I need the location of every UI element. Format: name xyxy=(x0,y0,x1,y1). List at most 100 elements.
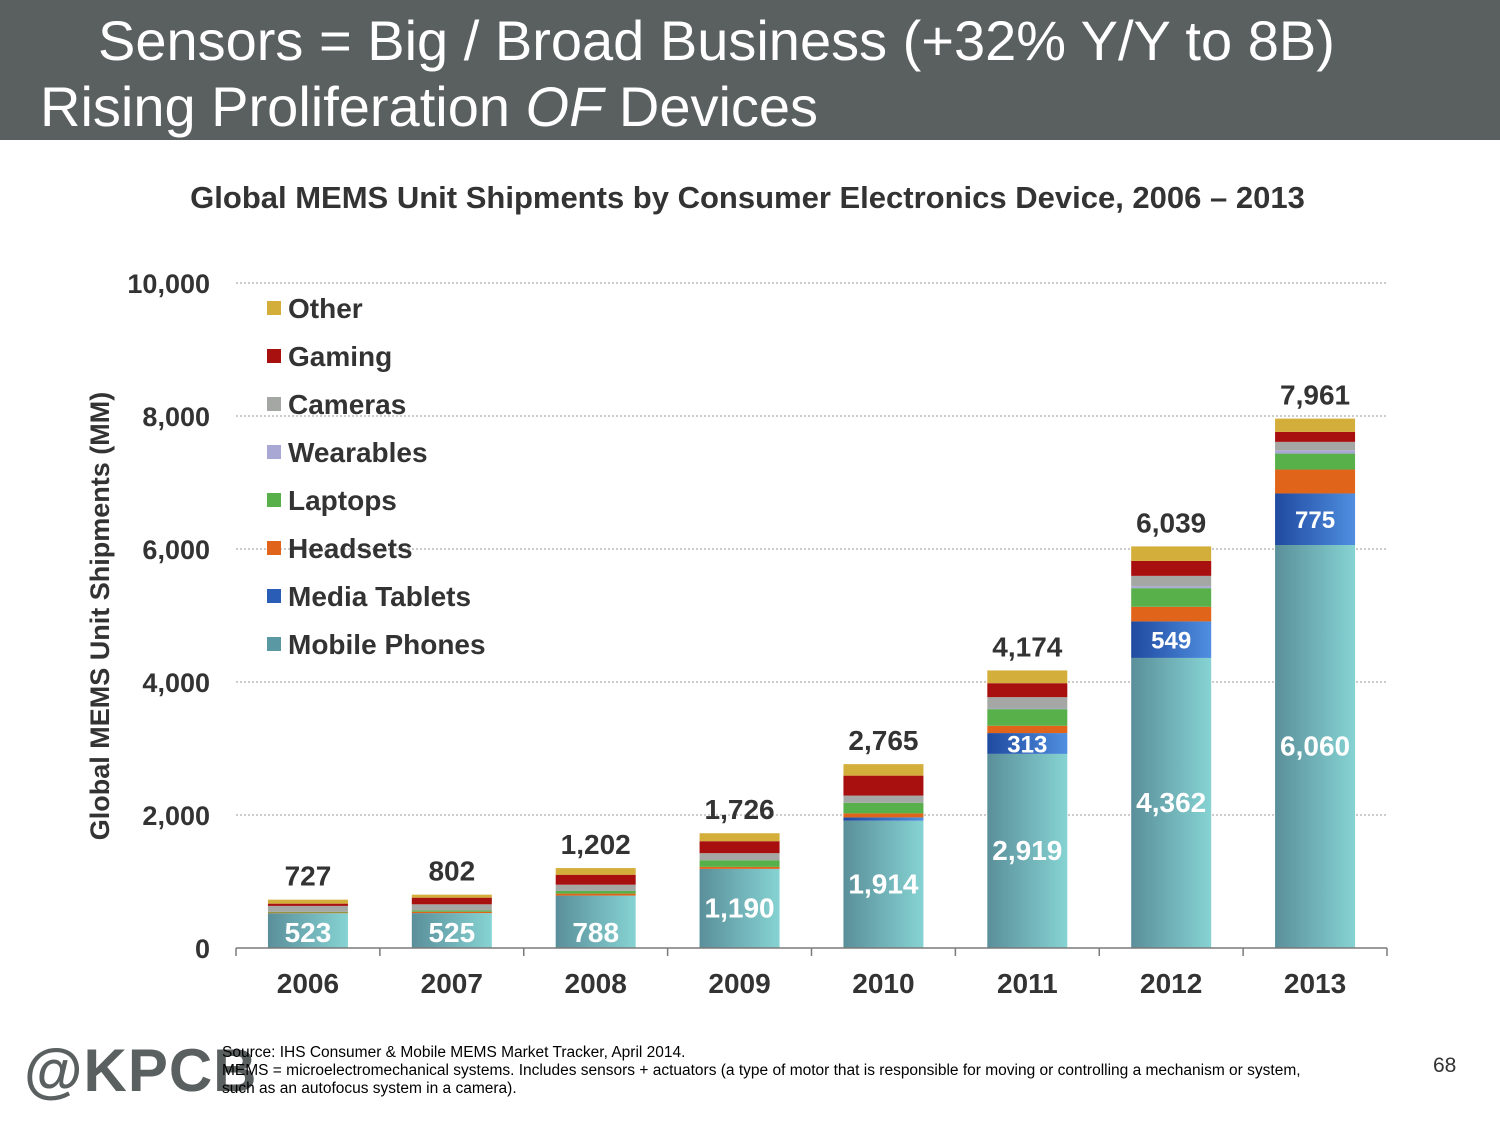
bar-2010-cameras xyxy=(843,795,924,803)
bar-2013-cameras xyxy=(1275,441,1356,451)
x-tick-label-2007: 2007 xyxy=(421,968,483,999)
bar-2013-laptops xyxy=(1275,453,1356,470)
legend-label-mobile-phones: Mobile Phones xyxy=(288,629,486,660)
y-tick-label: 10,000 xyxy=(127,269,210,299)
x-tick-label-2013: 2013 xyxy=(1284,968,1346,999)
segment-label-2013-media-tablets: 775 xyxy=(1295,507,1335,534)
slide-header: Sensors = Big / Broad Business (+32% Y/Y… xyxy=(0,0,1500,140)
segment-label-2010-mobile-phones: 1,914 xyxy=(848,868,918,899)
x-tick-label-2008: 2008 xyxy=(565,968,627,999)
total-label-2010: 2,765 xyxy=(848,725,918,756)
bar-2010-media-tablets xyxy=(843,817,924,821)
bar-2009-cameras xyxy=(699,853,780,861)
legend-swatch-media-tablets xyxy=(267,589,281,603)
x-tick-label-2012: 2012 xyxy=(1140,968,1202,999)
legend-label-headsets: Headsets xyxy=(288,533,413,564)
bar-2012-headsets xyxy=(1131,606,1212,622)
bar-2008-gaming xyxy=(555,874,636,885)
bar-2008-laptops xyxy=(555,890,636,894)
bar-2012-wearables xyxy=(1131,586,1212,589)
source-note: Source: IHS Consumer & Mobile MEMS Marke… xyxy=(222,1044,686,1061)
bar-2012-laptops xyxy=(1131,588,1212,607)
segment-label-2013-mobile-phones: 6,060 xyxy=(1280,731,1350,762)
bar-2007-laptops xyxy=(411,910,492,912)
legend: Other Gaming Cameras Wearables Laptops Headse… xyxy=(267,293,486,660)
slide-title-line1: Sensors = Big / Broad Business (+32% Y/Y… xyxy=(98,9,1335,72)
y-axis-label: Global MEMS Unit Shipments (MM) xyxy=(85,392,115,840)
bar-2011-wearables xyxy=(987,708,1068,710)
legend-swatch-headsets xyxy=(267,541,281,555)
bar-2006-cameras xyxy=(267,905,348,912)
bar-2012-mobile-phones xyxy=(1131,657,1212,948)
bar-2012-other xyxy=(1131,546,1212,561)
bar-2013-wearables xyxy=(1275,450,1356,454)
bar-2006-mobile-phones xyxy=(267,913,348,948)
bar-2010-mobile-phones xyxy=(843,820,924,948)
legend-swatch-other xyxy=(267,301,281,315)
segment-label-2011-media-tablets: 313 xyxy=(1007,731,1047,758)
legend-swatch-wearables xyxy=(267,445,281,459)
bar-2009-gaming xyxy=(699,841,780,854)
total-label-2012: 6,039 xyxy=(1136,507,1206,538)
mems-note-line2: such as an autofocus system in a camera)… xyxy=(222,1080,517,1097)
bar-2011-laptops xyxy=(987,709,1068,726)
legend-label-gaming: Gaming xyxy=(288,341,392,372)
total-label-2007: 802 xyxy=(428,856,475,887)
axes: 0 2,000 4,000 6,000 8,000 10,000 Global MEMS U… xyxy=(85,269,1388,999)
bar-2012-cameras xyxy=(1131,575,1212,587)
x-tick-label-2010: 2010 xyxy=(852,968,914,999)
segment-label-2009-mobile-phones: 1,190 xyxy=(705,892,775,923)
stacked-bar-chart: 523 727 525 802 788 1,202 1,190 1,726 1,914 2,765… xyxy=(85,269,1388,999)
legend-label-laptops: Laptops xyxy=(288,485,397,516)
bar-2007-cameras xyxy=(411,904,492,911)
bar-2011-cameras xyxy=(987,697,1068,709)
bar-2011-other xyxy=(987,670,1068,684)
segment-label-2007-mobile-phones: 525 xyxy=(428,917,475,948)
legend-label-cameras: Cameras xyxy=(288,389,406,420)
legend-swatch-cameras xyxy=(267,397,281,411)
page-number: 68 xyxy=(1433,1054,1457,1077)
total-label-2008: 1,202 xyxy=(561,829,631,860)
mems-note-line1: MEMS = microelectromechanical systems. I… xyxy=(222,1062,1301,1079)
title-line2-after: Devices xyxy=(603,75,819,138)
total-label-2006: 727 xyxy=(285,861,332,892)
legend-swatch-gaming xyxy=(267,349,281,363)
bar-2008-headsets xyxy=(555,893,636,896)
title-line2-before: Rising Proliferation xyxy=(40,75,526,138)
bar-2011-headsets xyxy=(987,725,1068,734)
segment-label-2012-mobile-phones: 4,362 xyxy=(1136,787,1206,818)
bar-2006-laptops xyxy=(267,911,348,913)
bar-2012-media-tablets xyxy=(1131,621,1212,658)
bar-2007-gaming xyxy=(411,897,492,905)
x-tick-label-2006: 2006 xyxy=(277,968,339,999)
y-tick-label: 2,000 xyxy=(142,801,210,831)
bar-2006-other xyxy=(267,899,348,904)
footer-notes: Source: IHS Consumer & Mobile MEMS Marke… xyxy=(222,1044,1301,1098)
bar-2008-cameras xyxy=(555,884,636,891)
total-label-2009: 1,726 xyxy=(705,794,775,825)
x-tick-label-2011: 2011 xyxy=(997,968,1058,999)
total-label-2013: 7,961 xyxy=(1280,380,1350,411)
segment-label-2012-media-tablets: 549 xyxy=(1151,628,1191,655)
kpcb-logo: @KPCB xyxy=(24,1037,258,1104)
legend-label-wearables: Wearables xyxy=(288,437,428,468)
bar-2011-media-tablets xyxy=(987,733,1068,754)
bar-2013-other xyxy=(1275,418,1356,432)
legend-swatch-laptops xyxy=(267,493,281,507)
bar-2013-headsets xyxy=(1275,469,1356,494)
legend-swatch-mobile-phones xyxy=(267,637,281,651)
bar-2012-gaming xyxy=(1131,560,1212,576)
total-label-2011: 4,174 xyxy=(992,631,1062,662)
bars xyxy=(267,418,1356,948)
slide-title-line2: Rising Proliferation OF Devices xyxy=(40,74,818,140)
y-tick-label: 8,000 xyxy=(142,402,210,432)
bar-2010-laptops xyxy=(843,802,924,814)
bar-2009-mobile-phones xyxy=(699,868,780,948)
bar-2011-mobile-phones xyxy=(987,753,1068,948)
y-tick-label: 0 xyxy=(195,934,210,964)
title-line2-italic: OF xyxy=(525,75,604,138)
chart-title: Global MEMS Unit Shipments by Consumer E… xyxy=(190,180,1305,215)
segment-label-2011-mobile-phones: 2,919 xyxy=(992,835,1062,866)
bar-2007-other xyxy=(411,894,492,898)
bar-2008-other xyxy=(555,868,636,875)
